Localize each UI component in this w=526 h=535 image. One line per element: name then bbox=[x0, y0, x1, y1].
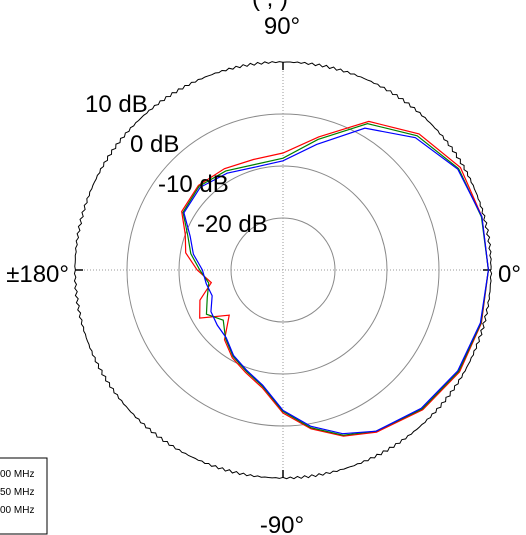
series-line-0 bbox=[181, 120, 489, 437]
chart-title-fragment: ( , ) bbox=[252, 0, 288, 12]
series-line-2 bbox=[183, 127, 489, 435]
series-layer bbox=[181, 120, 489, 437]
legend-entry: 00 MHz bbox=[0, 469, 34, 480]
ring-label: 10 dB bbox=[85, 91, 148, 118]
angle-label: -90° bbox=[260, 512, 304, 535]
ring-label: 0 dB bbox=[130, 131, 179, 158]
legend-box bbox=[0, 457, 48, 535]
legend-entry: 50 MHz bbox=[0, 487, 34, 498]
axis-labels: 10 dB 0 dB -10 dB -20 dB 90° 0° -90° ±180° bbox=[6, 13, 521, 535]
legend-entry: 00 MHz bbox=[0, 505, 34, 516]
angle-label: 0° bbox=[498, 261, 521, 288]
ring-label: -10 dB bbox=[158, 171, 229, 198]
series-line-1 bbox=[182, 123, 489, 436]
angle-label: ±180° bbox=[6, 261, 69, 288]
angle-label: 90° bbox=[264, 13, 300, 40]
legend: 00 MHz 50 MHz 00 MHz bbox=[0, 457, 48, 535]
ring-label: -20 dB bbox=[197, 211, 268, 238]
polar-grid bbox=[73, 61, 493, 480]
